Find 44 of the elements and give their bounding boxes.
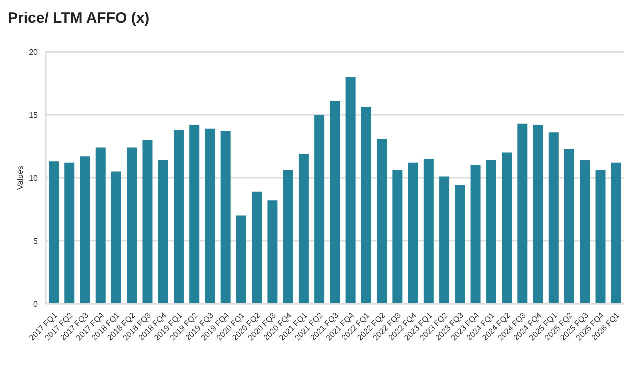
y-tick-label: 20 — [29, 48, 39, 57]
bar — [64, 162, 75, 304]
bar — [236, 216, 246, 304]
bar — [455, 186, 466, 304]
bar — [502, 152, 512, 304]
bar — [190, 125, 200, 304]
bar — [361, 107, 372, 304]
y-tick-label: 10 — [29, 174, 39, 183]
bar — [424, 159, 434, 304]
chart-title: Price/ LTM AFFO (x) — [8, 9, 151, 29]
bar — [392, 170, 403, 304]
bar — [518, 124, 528, 304]
bar — [377, 138, 388, 304]
y-tick-label: 15 — [29, 110, 39, 120]
bar — [268, 200, 278, 304]
bar — [49, 162, 59, 304]
bar — [580, 160, 590, 304]
bar — [205, 128, 216, 304]
bar — [596, 170, 606, 304]
bar — [548, 132, 559, 304]
bar — [158, 160, 168, 304]
bar — [486, 160, 496, 304]
bar — [252, 192, 262, 304]
bar — [330, 101, 340, 304]
y-tick-label: 5 — [34, 236, 39, 246]
bar — [111, 172, 122, 304]
bar — [564, 149, 575, 304]
bar — [80, 156, 90, 304]
bar — [470, 165, 481, 304]
y-tick-label: 0 — [34, 300, 39, 309]
bar — [611, 162, 622, 304]
bar — [283, 170, 294, 304]
bar — [142, 140, 153, 304]
bar — [408, 162, 418, 304]
bar — [174, 130, 184, 304]
bar — [346, 77, 356, 304]
bar — [440, 176, 450, 304]
bar — [298, 154, 309, 304]
bar — [314, 115, 325, 304]
bar — [533, 125, 544, 304]
bar — [220, 131, 231, 304]
bar — [96, 148, 106, 304]
y-axis-title: Values — [16, 166, 25, 190]
bar — [127, 148, 138, 304]
